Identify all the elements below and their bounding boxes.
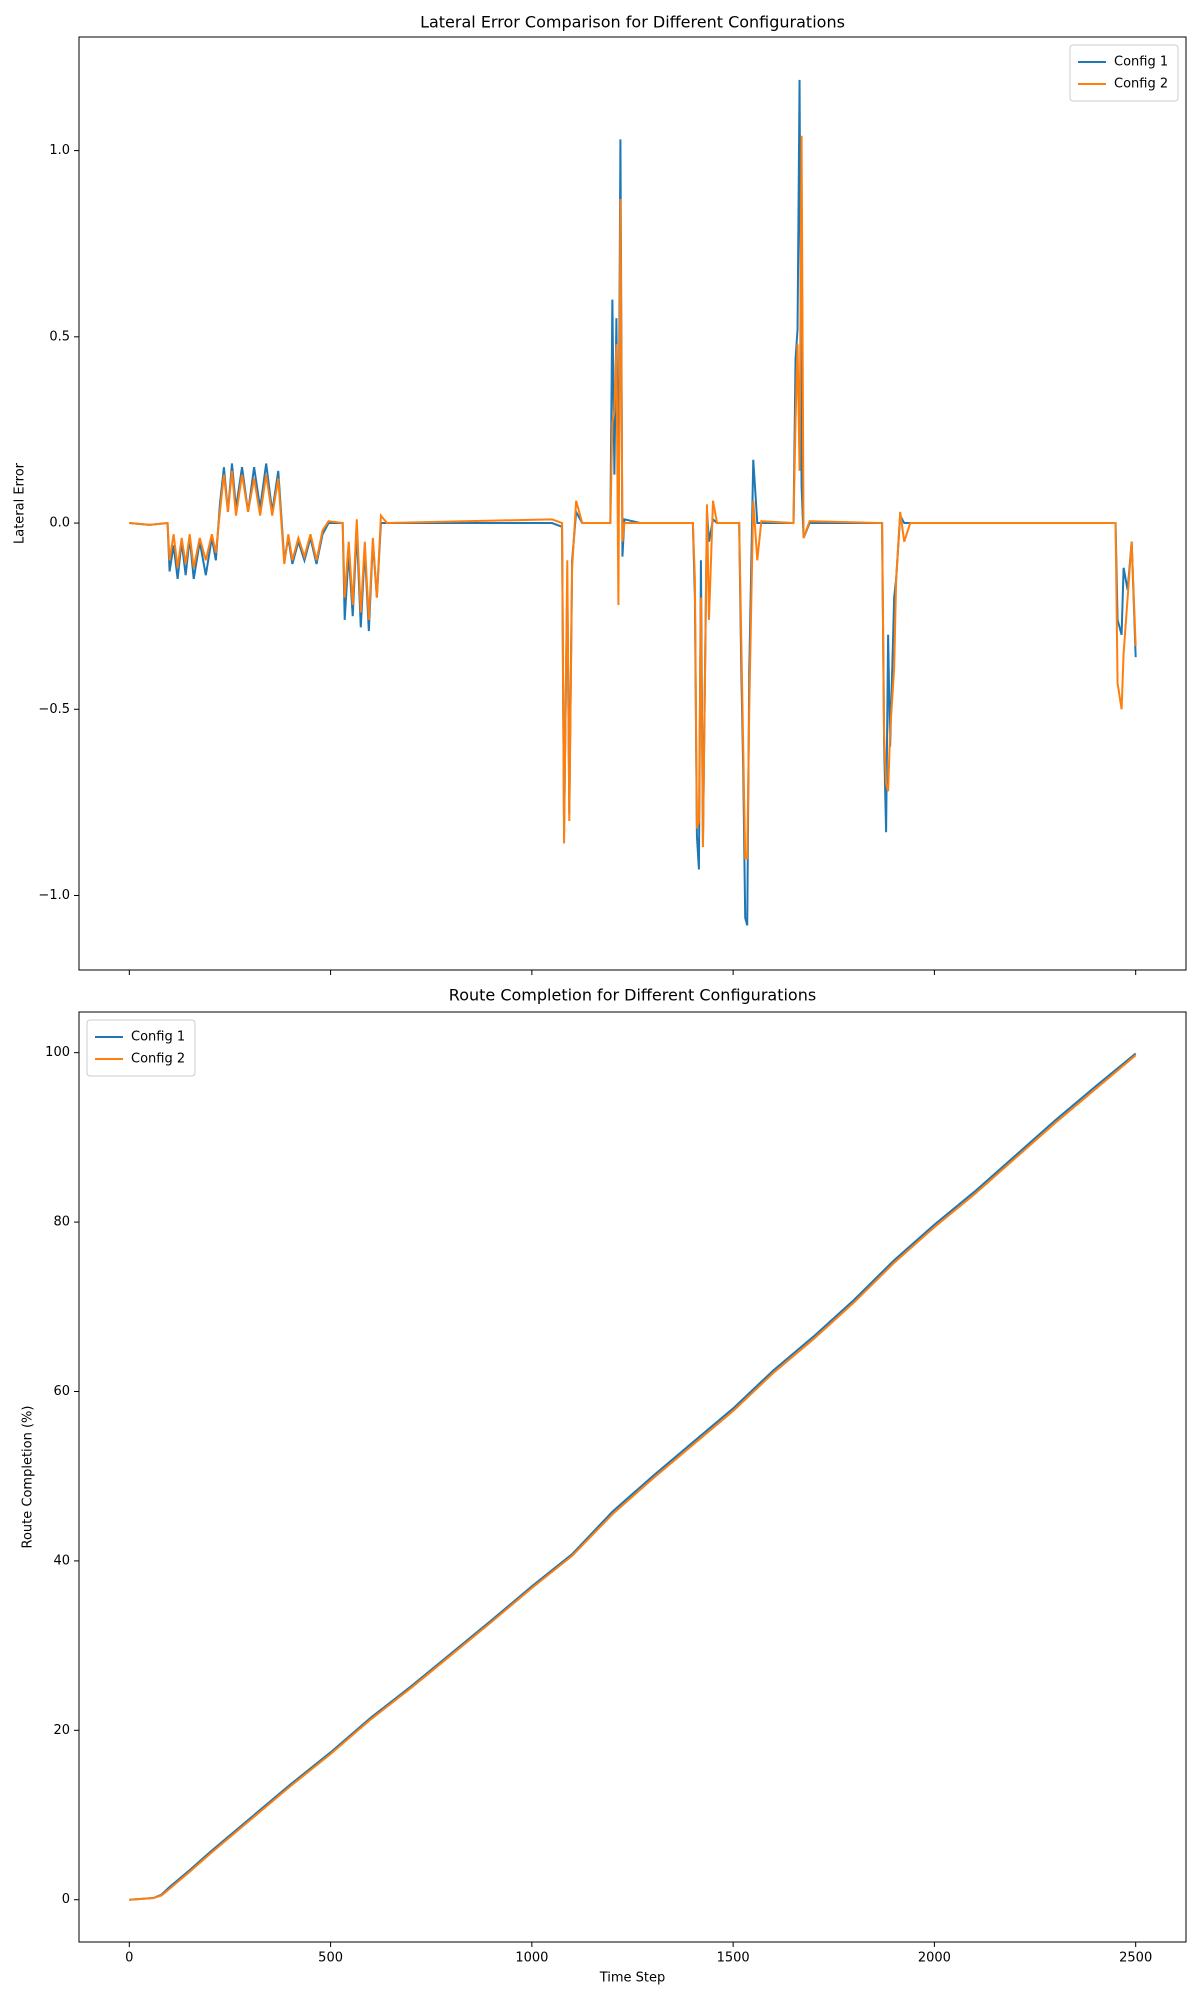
y-tick-label: 20 <box>53 1723 70 1738</box>
legend-label: Config 1 <box>131 1030 185 1045</box>
x-tick-label: 2000 <box>918 1951 951 1966</box>
x-tick-label: 1000 <box>515 1951 548 1966</box>
y-tick-label: 0.5 <box>49 329 70 344</box>
x-tick-label: 2500 <box>1119 1951 1152 1966</box>
y-tick-label: 40 <box>53 1553 70 1568</box>
x-axis-label: Time Step <box>599 1971 666 1986</box>
legend-label: Config 2 <box>1114 77 1168 92</box>
chart-title: Lateral Error Comparison for Different C… <box>420 13 845 32</box>
y-tick-label: 0 <box>62 1892 70 1907</box>
y-tick-label: 0.0 <box>49 516 70 531</box>
y-tick-label: −1.0 <box>38 888 70 903</box>
y-axis-label: Lateral Error <box>13 462 28 544</box>
axes-frame <box>78 36 1187 971</box>
y-tick-label: 80 <box>53 1215 70 1230</box>
legend-box <box>86 1019 196 1077</box>
y-tick-label: 1.0 <box>49 143 70 158</box>
x-tick-label: 1500 <box>717 1951 750 1966</box>
y-tick-label: 100 <box>45 1045 70 1060</box>
y-tick-label: 60 <box>53 1384 70 1399</box>
y-tick-label: −0.5 <box>38 702 70 717</box>
series-line <box>129 1052 1137 1901</box>
y-axis-label: Route Completion (%) <box>21 1406 36 1549</box>
x-tick-label: 0 <box>125 1951 133 1966</box>
x-tick-label: 500 <box>318 1951 343 1966</box>
series-line <box>129 1054 1137 1901</box>
legend-label: Config 2 <box>131 1052 185 1067</box>
chart-title: Route Completion for Different Configura… <box>449 986 816 1005</box>
legend-box <box>1069 44 1179 102</box>
axes-frame <box>78 1011 1187 1943</box>
series-line <box>129 135 1137 860</box>
legend-label: Config 1 <box>1114 55 1168 70</box>
